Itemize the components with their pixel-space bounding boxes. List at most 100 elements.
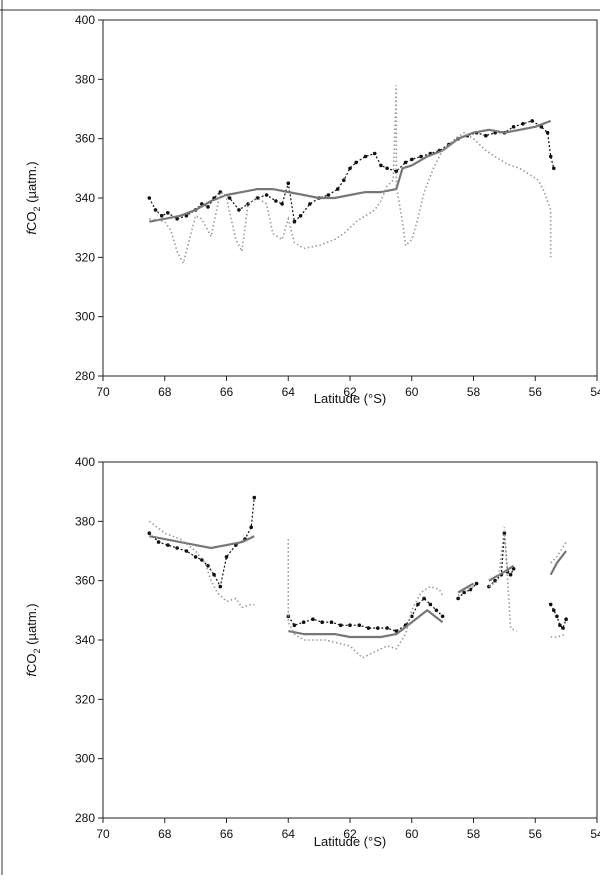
x-tick-label: 54 (590, 827, 600, 841)
data-point (348, 623, 352, 627)
data-point (366, 626, 371, 630)
data-point (416, 602, 420, 607)
y-label-co: CO (24, 211, 39, 231)
y-tick-label: 320 (75, 692, 95, 706)
y-tick-label: 380 (75, 514, 95, 528)
bottom-panel: 70 68 66 64 62 60 58 56 54 280 300 320 340 360 380 400 L… (24, 455, 600, 849)
y-axis-label: fCO2 (µatm.) (24, 161, 42, 234)
x-tick-label: 70 (96, 827, 110, 841)
data-point (206, 205, 210, 209)
data-point (394, 169, 399, 174)
data-point (410, 614, 414, 619)
data-point (348, 166, 352, 171)
data-point (552, 608, 556, 613)
data-point (338, 623, 343, 627)
data-point (484, 133, 488, 138)
y-axis-label: fCO2 (µatm.) (24, 603, 42, 676)
x-tick-label: 66 (220, 827, 234, 841)
data-point (502, 531, 507, 535)
data-point (511, 125, 516, 129)
data-point (434, 608, 439, 613)
data-point (156, 540, 161, 544)
series-line (148, 120, 555, 223)
series-line (149, 85, 552, 266)
data-point (147, 531, 152, 535)
series-line (288, 609, 444, 639)
series-line (488, 564, 515, 582)
data-point (410, 157, 414, 162)
y-tick-label: 400 (75, 455, 95, 469)
data-point (166, 211, 170, 215)
data-point (280, 202, 284, 206)
data-point (218, 584, 223, 589)
x-tick-label: 62 (343, 827, 357, 841)
x-axis-label: Latitude (°S) (314, 834, 386, 849)
data-point (521, 122, 525, 126)
data-point (403, 160, 408, 165)
y-tick-label: 280 (75, 369, 95, 383)
data-point (320, 620, 325, 624)
data-point (548, 154, 553, 159)
x-tick-label: 64 (282, 385, 296, 399)
data-point (175, 546, 179, 550)
data-point (326, 193, 331, 197)
data-point (357, 623, 362, 627)
x-tick-label: 58 (467, 827, 481, 841)
series-line (149, 535, 255, 550)
x-tick-label: 58 (467, 385, 481, 399)
series-grey-solid (149, 535, 567, 639)
data-point (385, 626, 389, 630)
data-point (301, 620, 306, 624)
plot-frame (102, 19, 598, 377)
series-black-dots (147, 119, 556, 224)
series-line (287, 597, 444, 632)
data-point (385, 166, 389, 171)
data-point (530, 119, 534, 123)
data-point (175, 217, 179, 221)
x-tick-label: 70 (96, 385, 110, 399)
data-point (376, 626, 380, 630)
data-point (428, 602, 433, 607)
series-line (457, 583, 478, 599)
data-point (440, 614, 445, 619)
data-point (249, 525, 253, 530)
series-line (287, 539, 444, 659)
data-point (308, 202, 312, 206)
data-point (264, 193, 269, 197)
data-point (292, 623, 297, 627)
data-point (147, 196, 152, 200)
x-tick-label: 56 (529, 827, 543, 841)
data-point (419, 154, 423, 159)
y-label-co: CO (24, 653, 39, 673)
data-point (274, 199, 278, 203)
series-line (457, 582, 475, 594)
y-tick-label: 340 (75, 633, 95, 647)
y-label-unit: (µatm.) (24, 161, 39, 206)
y-label-sub: 2 (32, 206, 42, 211)
y-tick-label: 340 (75, 191, 95, 205)
data-point (159, 214, 164, 218)
data-point (166, 543, 170, 547)
data-point (237, 208, 241, 212)
data-point (153, 208, 158, 212)
data-point (379, 163, 383, 168)
data-point (363, 154, 368, 159)
data-point (511, 567, 516, 571)
data-point (227, 196, 232, 200)
x-tick-label: 64 (282, 827, 296, 841)
x-tick-label: 60 (405, 385, 419, 399)
y-tick-label: 360 (75, 574, 95, 588)
data-point (555, 614, 559, 619)
data-point (552, 166, 556, 171)
series-grey-dotted (148, 520, 567, 659)
series-line (457, 585, 474, 597)
data-point (372, 151, 377, 156)
data-point (184, 549, 189, 553)
y-tick-label: 280 (75, 811, 95, 825)
data-point (286, 181, 291, 185)
data-point (508, 572, 513, 577)
x-tick-label: 56 (529, 385, 543, 399)
data-point (252, 495, 257, 500)
top-panel: 70 68 66 64 62 60 58 56 54 280 300 320 340 360 380 400 L… (24, 13, 600, 406)
